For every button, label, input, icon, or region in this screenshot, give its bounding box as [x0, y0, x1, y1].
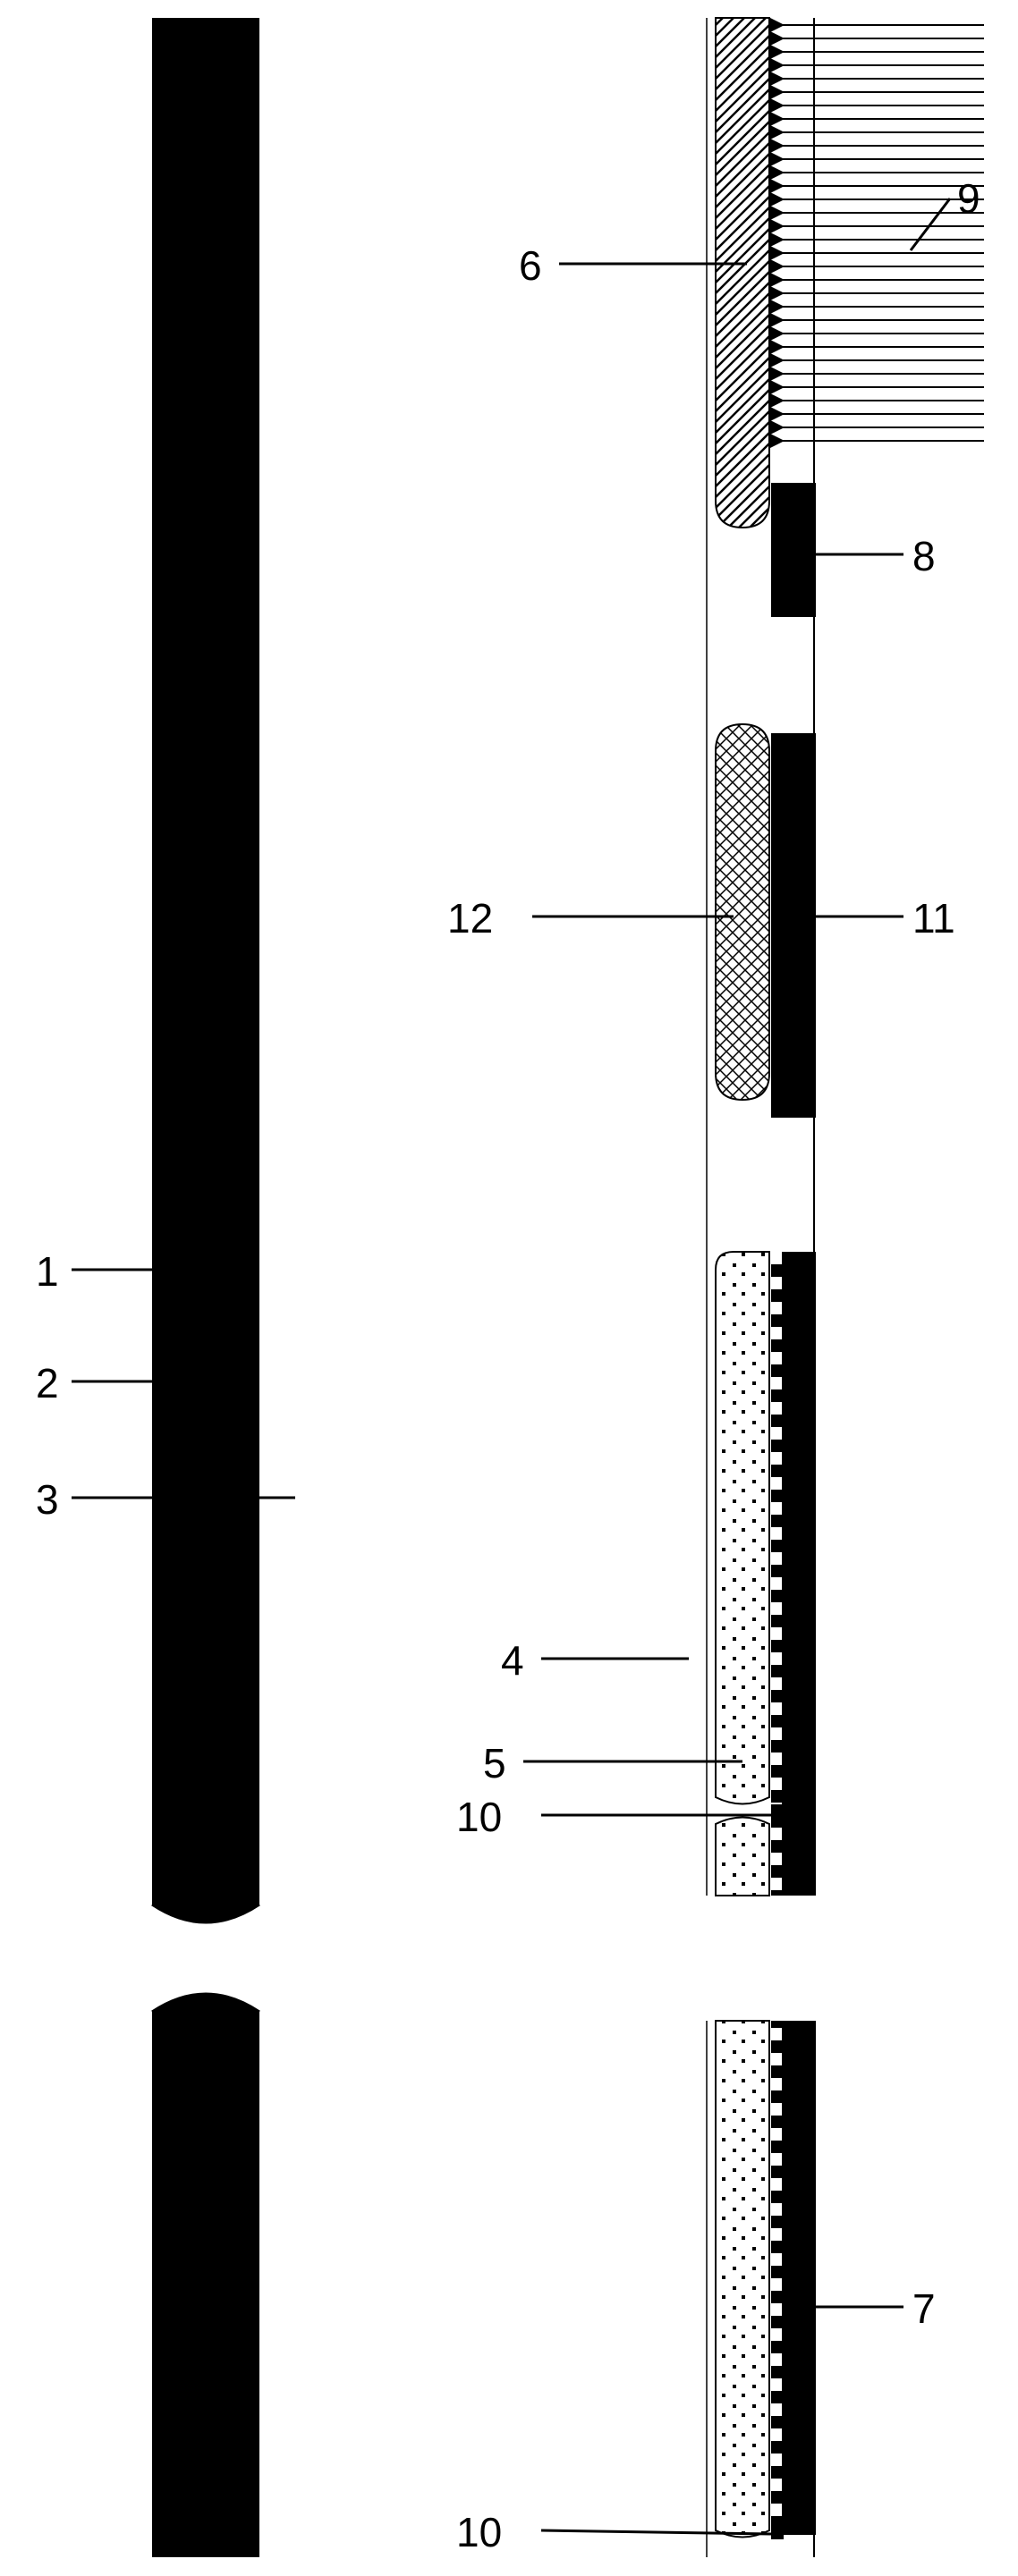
label-10a: 10	[456, 1793, 502, 1841]
label-6: 6	[519, 241, 542, 290]
block-7-upper	[771, 1252, 816, 1896]
label-9: 9	[957, 174, 980, 223]
label-10b: 10	[456, 2508, 502, 2556]
left-casing-upper	[152, 18, 259, 1922]
element-10-lower	[771, 2527, 784, 2539]
label-1: 1	[36, 1247, 59, 1296]
block-7-lower	[771, 2021, 816, 2535]
block-11	[771, 733, 816, 1118]
element-10-upper	[771, 1804, 784, 1817]
label-4: 4	[501, 1636, 524, 1685]
left-casing-lower	[152, 1994, 259, 2557]
block-8	[771, 483, 816, 617]
label-3: 3	[36, 1475, 59, 1524]
label-11: 11	[912, 894, 955, 942]
section-6	[716, 18, 769, 528]
section-5-lower	[716, 2021, 769, 2538]
label-2: 2	[36, 1359, 59, 1407]
label-5: 5	[483, 1739, 506, 1787]
diagram-svg	[0, 0, 1018, 2576]
section-5-upper	[716, 1252, 769, 1896]
arrows-9	[783, 25, 984, 441]
label-8: 8	[912, 532, 936, 580]
label-7: 7	[912, 2285, 936, 2333]
section-12	[716, 724, 769, 1100]
label-12: 12	[447, 894, 493, 942]
